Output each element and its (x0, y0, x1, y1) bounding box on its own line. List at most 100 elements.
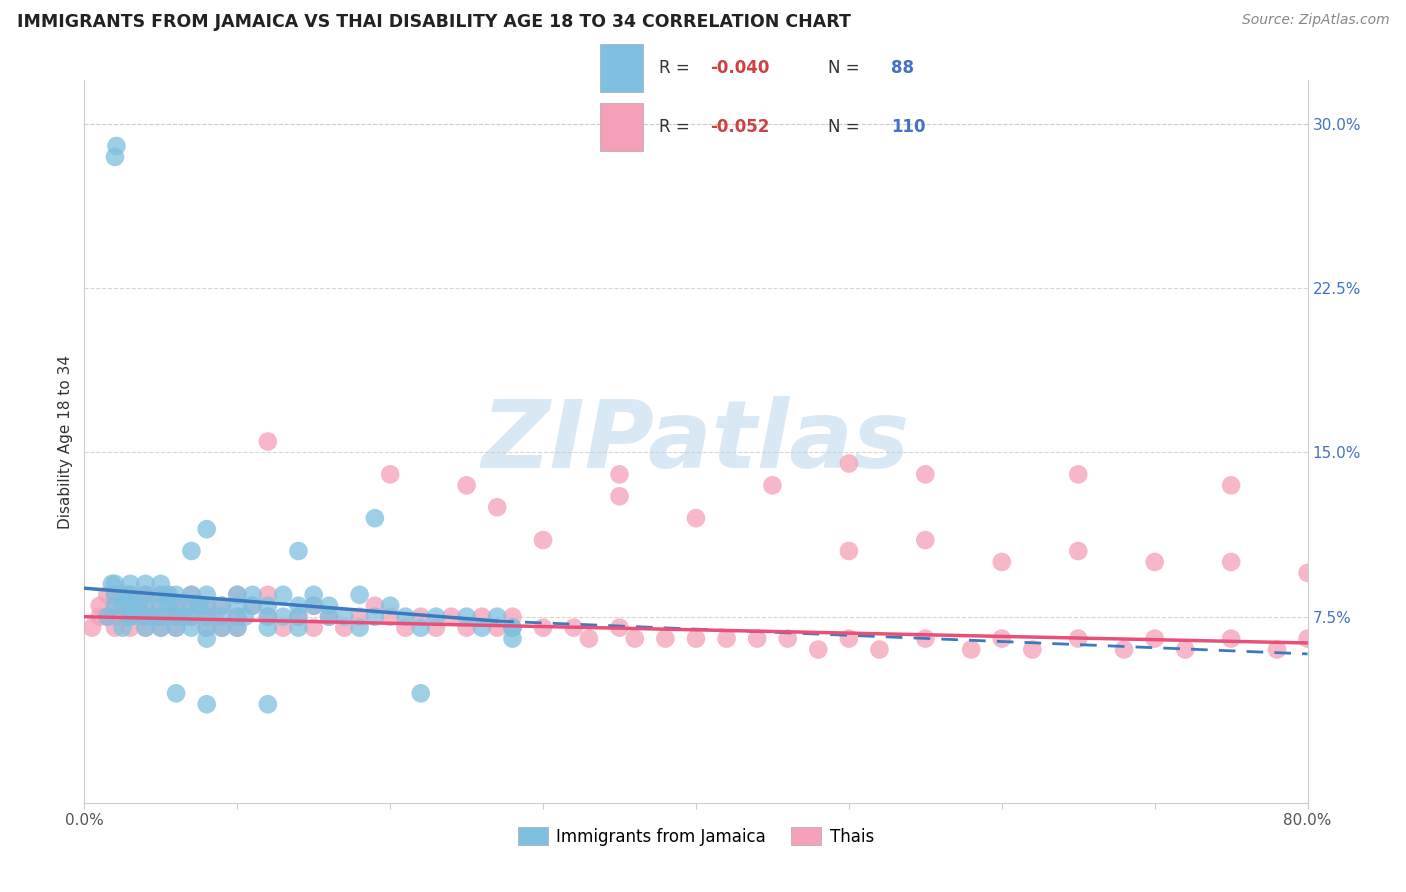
Point (180, 609, 202, 624)
Point (111, 609, 134, 624)
Point (96, 588, 118, 602)
Point (149, 577, 172, 591)
Point (380, 467, 402, 482)
Point (104, 588, 127, 602)
FancyBboxPatch shape (600, 103, 643, 151)
Point (105, 139, 128, 153)
Point (195, 621, 218, 635)
Point (257, 609, 280, 624)
Point (747, 632, 769, 646)
Point (838, 544, 860, 558)
Text: -0.052: -0.052 (710, 118, 769, 136)
Point (486, 500, 509, 515)
Point (149, 599, 172, 613)
Point (578, 632, 600, 646)
Point (364, 511, 387, 525)
Point (165, 609, 187, 624)
Point (89, 609, 111, 624)
Point (120, 621, 142, 635)
Point (531, 621, 554, 635)
Point (287, 599, 309, 613)
Point (226, 609, 249, 624)
Point (685, 632, 707, 646)
Point (149, 621, 172, 635)
Point (104, 577, 127, 591)
Point (104, 621, 127, 635)
Point (838, 457, 860, 471)
Point (180, 609, 202, 624)
Point (914, 467, 936, 482)
Point (1067, 544, 1090, 558)
Point (226, 588, 249, 602)
Point (302, 621, 325, 635)
Point (89, 599, 111, 613)
Point (135, 599, 157, 613)
Point (111, 599, 134, 613)
Point (302, 599, 325, 613)
Point (1296, 632, 1319, 646)
Point (456, 621, 478, 635)
Point (1021, 642, 1043, 657)
Point (149, 609, 172, 624)
Point (318, 609, 340, 624)
Point (333, 609, 356, 624)
Point (1220, 555, 1243, 569)
Point (960, 642, 983, 657)
Point (135, 621, 157, 635)
Point (716, 632, 738, 646)
Point (165, 609, 187, 624)
Point (120, 599, 142, 613)
Point (287, 621, 309, 635)
Point (104, 150, 127, 164)
Point (380, 599, 402, 613)
Text: IMMIGRANTS FROM JAMAICA VS THAI DISABILITY AGE 18 TO 34 CORRELATION CHART: IMMIGRANTS FROM JAMAICA VS THAI DISABILI… (17, 13, 851, 31)
Point (120, 577, 142, 591)
Point (195, 609, 218, 624)
Text: -0.040: -0.040 (710, 59, 769, 77)
Point (127, 609, 149, 624)
Point (180, 588, 202, 602)
Point (173, 599, 195, 613)
Point (127, 599, 149, 613)
Point (120, 599, 142, 613)
Point (1220, 632, 1243, 646)
Point (486, 621, 509, 635)
Point (502, 609, 524, 624)
Point (111, 621, 134, 635)
Point (257, 434, 280, 449)
Point (302, 588, 325, 602)
Point (188, 599, 211, 613)
Point (165, 686, 187, 700)
Point (1296, 566, 1319, 580)
Point (776, 632, 799, 646)
Point (271, 588, 294, 602)
Point (135, 621, 157, 635)
Point (409, 621, 432, 635)
Point (165, 588, 187, 602)
Point (226, 621, 249, 635)
Point (211, 609, 233, 624)
Point (211, 621, 233, 635)
Point (211, 599, 233, 613)
Point (135, 599, 157, 613)
Point (226, 588, 249, 602)
Point (242, 588, 264, 602)
Point (425, 621, 447, 635)
Point (104, 599, 127, 613)
Point (233, 609, 256, 624)
Point (349, 609, 371, 624)
Point (502, 632, 524, 646)
Point (991, 632, 1014, 646)
Point (1067, 632, 1090, 646)
Point (120, 588, 142, 602)
Point (242, 599, 264, 613)
Point (409, 686, 432, 700)
Text: N =: N = (828, 59, 865, 77)
Point (195, 588, 218, 602)
Point (157, 588, 180, 602)
Point (914, 632, 936, 646)
Point (149, 609, 172, 624)
Point (257, 698, 280, 712)
Point (1143, 555, 1166, 569)
Text: N =: N = (828, 118, 865, 136)
